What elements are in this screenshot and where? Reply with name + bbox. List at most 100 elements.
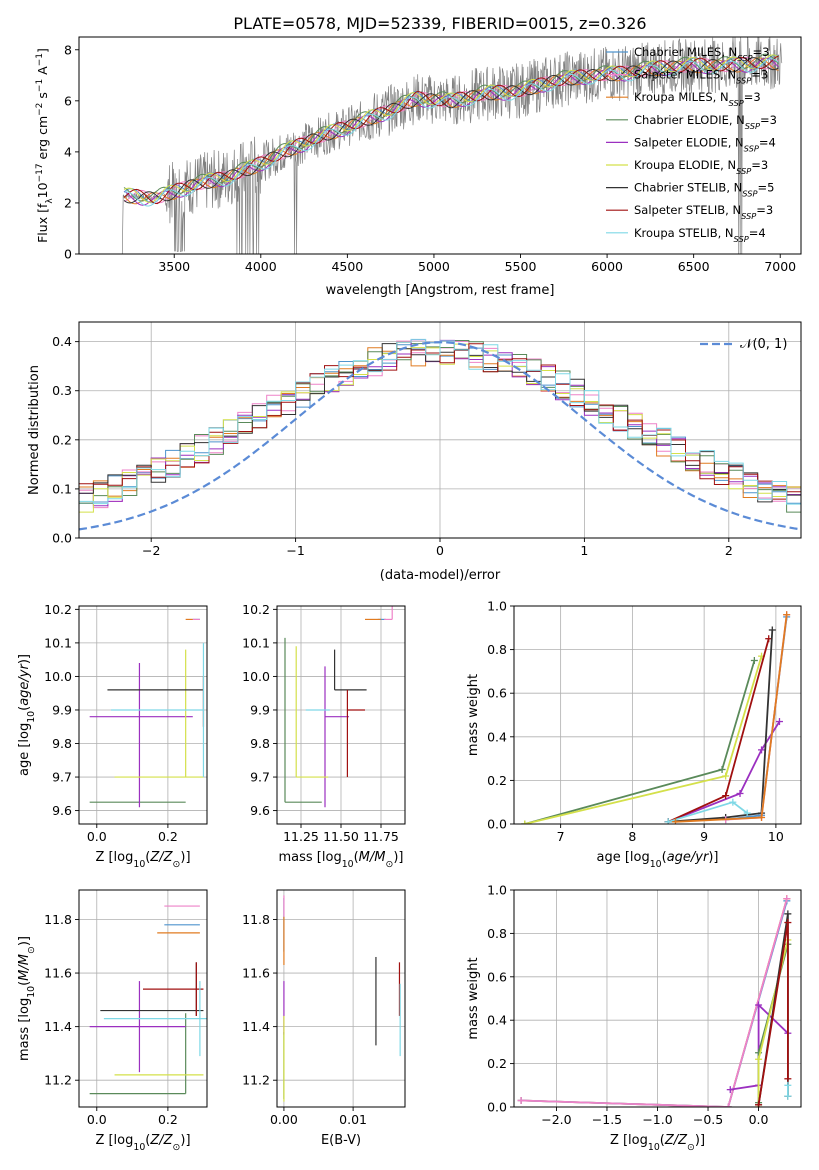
x-tick-label: 2 (725, 543, 733, 558)
spectrum-model-chabrier_stelib (123, 57, 779, 204)
y-tick-label: 10.1 (44, 635, 72, 650)
legend-label-kroupa_stelib: Kroupa STELIB, NSSP=4 (634, 226, 766, 244)
y-axis-label: Normed distribution (27, 365, 42, 495)
x-tick-label: 0.2 (158, 829, 178, 844)
weight-line-kroupa_miles (521, 898, 788, 1107)
y-tick-label: 0.0 (487, 1100, 507, 1115)
y-tick-label: 0.6 (487, 969, 507, 984)
y-tick-label: 10.0 (44, 669, 72, 684)
y-tick-label: 1.0 (487, 599, 507, 614)
y-tick-label: 0.2 (52, 432, 72, 447)
x-tick-label: 0 (436, 543, 444, 558)
histogram-kroupa_stelib (79, 338, 801, 505)
axes-border (78, 889, 208, 1108)
y-tick-label: 0.6 (487, 686, 507, 701)
legend-label-kroupa_elodie: Kroupa ELODIE, NSSP=3 (634, 158, 768, 176)
x-tick-label: −1.5 (592, 1112, 622, 1127)
weight-line-chabrier_elodie (524, 660, 756, 824)
axes-frame: 3500 4000 4500 5000 5500 6000 6500 7000 0 2 4 6 8 wav… (35, 36, 802, 298)
plot-area (284, 606, 393, 808)
normal-curve (79, 341, 801, 531)
x-tick-label: 11.50 (323, 829, 359, 844)
y-tick-label: 11.2 (44, 1073, 72, 1088)
x-axis-label: Z [log10(Z/Z⊙)] (95, 1133, 190, 1153)
y-tick-label: 0.1 (52, 481, 72, 496)
y-tick-label: 1.0 (487, 883, 507, 898)
plot-area (79, 338, 801, 531)
weight-line-kroupa_miles (675, 614, 788, 823)
x-tick-label: 3500 (158, 259, 190, 274)
y-tick-label: 11.4 (44, 1019, 72, 1034)
plot-area (521, 611, 791, 824)
x-tick-label: 11.25 (283, 829, 319, 844)
legend-label-kroupa_miles: Kroupa MILES, NSSP=3 (634, 90, 761, 108)
y-axis-label: age [log10(age/yr)] (17, 654, 37, 776)
axes-border (78, 36, 802, 255)
weight-line-salpeter_elodie (667, 721, 781, 823)
axes-frame: −2.0 −1.5 −1.0 −0.5 0.0 0.0 0.2 0.4 0.6 0.8 1.0 Z [… (466, 883, 802, 1153)
y-tick-label: 0.0 (487, 817, 507, 832)
axes-border (513, 605, 802, 825)
x-tick-label: 0.01 (339, 1112, 367, 1127)
x-tick-label: −2 (142, 543, 160, 558)
y-tick-label: 9.8 (250, 736, 270, 751)
plot-area (89, 618, 205, 808)
y-tick-label: 9.6 (52, 803, 72, 818)
axes-frame: 0.0 0.2 9.6 9.7 9.8 9.9 10.0 10.1 10.2 Z [log10(Z… (17, 602, 208, 870)
y-tick-label: 9.7 (52, 770, 72, 785)
y-tick-label: 0.8 (487, 926, 507, 941)
plot-area (89, 905, 207, 1095)
x-tick-label: 0.0 (749, 1112, 769, 1127)
x-tick-label: 0.2 (158, 1112, 178, 1127)
panel-weight_vs_age: 7 8 9 10 0.0 0.2 0.4 0.6 0.8 1.0 age [log10(age/yr… (466, 599, 802, 870)
y-tick-label: 9.7 (250, 770, 270, 785)
y-tick-label: 8 (64, 42, 72, 57)
x-tick-label: 5500 (505, 259, 537, 274)
panel-residuals: −2 −1 0 1 2 0.0 0.1 0.2 0.3 0.4 (data-model)/error… (27, 321, 802, 583)
x-tick-label: 1 (580, 543, 588, 558)
spectrum-model-kroupa_stelib (123, 58, 779, 207)
y-axis-label: mass weight (466, 674, 481, 756)
y-tick-label: 11.4 (242, 1019, 270, 1034)
axes-frame: 0.0 0.2 11.2 11.4 11.6 11.8 Z [log10(Z/Z⊙)] mas… (17, 889, 208, 1153)
x-tick-label: 9 (700, 829, 708, 844)
panel-mass_vs_Z: 0.0 0.2 11.2 11.4 11.6 11.8 Z [log10(Z/Z⊙)] mas… (17, 889, 208, 1153)
y-tick-label: 10.2 (242, 602, 270, 617)
x-tick-label: 6500 (678, 259, 710, 274)
x-axis-label: mass [log10(M/M⊙)] (279, 850, 404, 870)
x-tick-label: 4000 (245, 259, 277, 274)
legend-label-salpeter_stelib: Salpeter STELIB, NSSP=3 (634, 203, 773, 221)
panel-weight_vs_Z: −2.0 −1.5 −1.0 −0.5 0.0 0.0 0.2 0.4 0.6 0.8 1.0 Z [… (466, 883, 802, 1153)
y-axis-label: mass [log10(M/M⊙)] (17, 936, 37, 1061)
y-tick-label: 10.2 (44, 602, 72, 617)
y-tick-label: 2 (64, 195, 72, 210)
x-tick-label: 5000 (418, 259, 450, 274)
histogram-salpeter_stelib (79, 343, 801, 500)
y-tick-label: 0.3 (52, 383, 72, 398)
y-axis-label: Flux [fλ10−17 erg cm−2 s−1 A−1] (35, 48, 55, 243)
x-tick-label: 7000 (764, 259, 796, 274)
legend-label-chabrier_miles: Chabrier MILES, NSSP=3 (634, 45, 769, 63)
y-tick-label: 0.0 (52, 531, 72, 546)
spectrum-model-salpeter_elodie (123, 57, 779, 206)
x-axis-label: wavelength [Angstrom, rest frame] (326, 283, 555, 298)
y-tick-label: 0.4 (487, 1013, 507, 1028)
x-tick-label: 0.00 (270, 1112, 298, 1127)
y-tick-label: 9.8 (52, 736, 72, 751)
axes-frame: 0.00 0.01 11.2 11.4 11.6 11.8 E(B-V) (242, 889, 406, 1148)
x-tick-label: 4500 (331, 259, 363, 274)
y-tick-label: 11.8 (242, 912, 270, 927)
legend-label-normal: 𝒩(0, 1) (740, 337, 787, 352)
y-tick-label: 0.2 (487, 1056, 507, 1071)
axes-border (276, 889, 406, 1108)
y-tick-label: 0.8 (487, 642, 507, 657)
y-tick-label: 0 (64, 247, 72, 262)
x-tick-label: 0.0 (87, 1112, 107, 1127)
x-tick-label: 0.0 (87, 829, 107, 844)
x-tick-label: 6000 (591, 259, 623, 274)
legend-label-salpeter_miles: Salpeter MILES, NSSP=3 (634, 68, 768, 86)
x-tick-label: 11.75 (363, 829, 399, 844)
plot-area (283, 895, 401, 1102)
spectrum-data-line (121, 37, 783, 254)
